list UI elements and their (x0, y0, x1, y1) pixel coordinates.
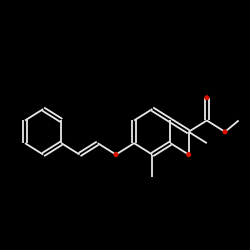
Circle shape (114, 153, 118, 156)
Circle shape (205, 96, 209, 100)
Circle shape (223, 130, 227, 134)
Circle shape (187, 153, 190, 156)
